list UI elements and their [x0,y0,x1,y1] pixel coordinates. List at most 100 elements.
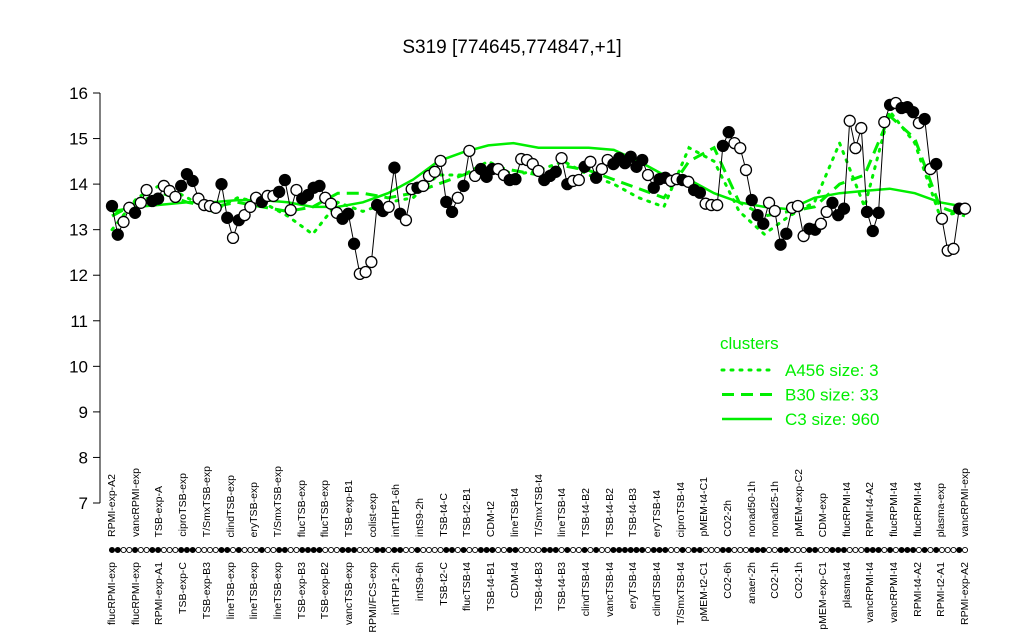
rug-mark [829,546,836,554]
rug-mark [155,546,162,554]
rug-mark [777,546,784,554]
x-tick-label: TSB-exp-A [153,485,166,537]
x-tick-label: TSB-t4-B2 [579,487,592,537]
x-tick-label: clindTSB-t4 [651,562,663,617]
x-tick-label: TSB-t4-B3 [556,562,569,612]
rug-mark [310,546,317,554]
data-point [762,196,776,209]
x-tick-label: flucRPMI-t4 [887,482,900,537]
rug-mark [287,546,294,554]
rug-mark [402,546,409,554]
rug-mark [523,546,531,554]
rug-mark [748,546,755,554]
legend-label: B30 size: 33 [785,386,879,405]
rug-mark [489,546,496,554]
rug-mark [212,546,219,554]
data-point [641,168,655,182]
data-point [128,206,142,219]
x-tick-label: TSB-t4-B3 [627,487,640,537]
rug-mark [425,546,433,554]
rug-mark [644,546,652,554]
y-tick-label: 14 [69,175,88,194]
data-point [682,175,695,188]
data-point [342,207,355,220]
rug-mark [408,546,415,554]
x-tick-label: CDM-t4 [508,562,521,599]
rug-mark [374,546,381,554]
x-tick-label: intTHP1-2h [390,562,403,616]
x-tick-label: flucRPMI-t4 [911,482,924,537]
legend-label: A456 size: 3 [785,361,879,380]
rug-mark [742,546,750,554]
x-tick-label: TSB-t4-B3 [532,562,545,612]
rug-mark [887,546,894,554]
x-tick-label: flucTSB-exp [319,479,332,537]
data-point [549,165,562,178]
x-tick-label: pMEM-t2-C1 [698,562,711,622]
y-tick-label: 15 [69,130,88,149]
rug-mark [616,546,623,554]
rug-mark [794,546,801,554]
rug-mark [806,546,813,554]
rug-mark [604,546,611,554]
rug-mark [944,546,951,554]
rug-mark [869,546,876,554]
legend: clusters A456 size: 3 B30 size: 33 C3 size… [720,334,880,429]
data-point [855,121,868,135]
rug-mark [518,546,525,554]
rug-mark [368,546,375,554]
rug-mark [956,546,963,554]
x-tick-label: intTHP1-6h [390,483,403,537]
data-point [791,199,805,213]
rug-mark [817,546,824,554]
x-tick-label: vancTSB-exp [342,562,355,626]
rug-mark [108,546,116,554]
data-point [595,162,609,176]
x-tick-label: plasma-t4 [840,562,853,609]
x-tick-label: T/SmxTSB-exp [271,465,284,537]
rug-mark [754,546,761,554]
data-point [711,198,724,212]
rug-mark [304,546,312,554]
rug-mark [881,546,888,554]
data-point [169,190,182,204]
data-point [105,199,119,213]
rug-mark [593,546,600,554]
x-tick-label: pMEM-exp-C1 [816,562,829,630]
x-tick-label: TSB-exp-B1 [342,479,355,537]
x-tick-label: flucRPMI-exp [129,562,142,626]
rug-mark [898,546,905,554]
rug-mark [950,546,957,554]
x-tick-label: vancTSB-t4 [603,562,616,617]
rug-mark [765,546,773,554]
rug-mark [512,546,519,554]
rug-mark [731,546,738,554]
y-tick-label: 10 [69,357,88,376]
x-tick-label: nonad50-1h [745,480,758,537]
data-point [365,255,378,269]
rug-mark [270,546,277,554]
x-tick-label: RPMI-exp-A2 [106,473,118,537]
rug-mark [708,546,715,554]
y-tick-label: 13 [69,221,88,240]
x-tick-label: lineTSB-exp [224,562,237,620]
data-point [624,150,637,163]
x-tick-label: lineTSB-t4 [556,487,569,537]
data-point [935,212,949,225]
rug-mark [702,546,709,554]
rug-mark [235,546,242,554]
x-tick-label: RPMI-exp-A2 [959,562,971,626]
rug-mark [725,546,732,554]
rug-mark [552,546,559,554]
data-point [151,192,165,205]
x-tick-label: CO2-2h [722,500,735,537]
rug-mark [789,546,796,554]
x-tick-label: TSB-exp-B3 [200,562,213,620]
rug-mark [783,546,790,554]
data-point [509,172,522,186]
rug-mark [114,546,121,554]
data-point [693,186,707,199]
data-point [878,116,891,129]
rug-mark [172,546,179,554]
x-tick-label: TSB-exp-B3 [295,562,308,620]
